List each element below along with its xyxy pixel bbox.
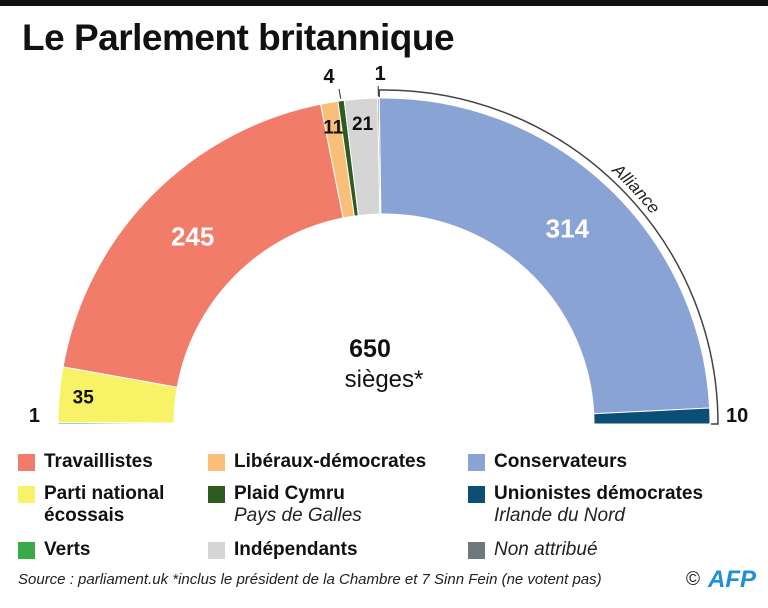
source-note: Source : parliament.uk *inclus le présid… [18, 571, 602, 588]
legend-swatch [208, 454, 225, 471]
legend-item-dup: Unionistes démocrates Irlande du Nord [468, 483, 703, 527]
legend-label: Unionistes démocrates [494, 483, 704, 504]
slice-label-verts: 1 [29, 405, 40, 427]
slice-label-independants: 21 [352, 114, 374, 135]
legend-item-unassigned: Non attribué [468, 539, 598, 561]
slice-label-parti-national-ecossais: 35 [73, 388, 95, 409]
legend-swatch [468, 542, 485, 559]
legend-label: Conservateurs [494, 451, 628, 472]
slice-travaillistes [62, 103, 344, 388]
legend-item-independents: Indépendants [208, 539, 358, 561]
slice-label-conservateurs: 314 [546, 214, 590, 244]
leader-line [338, 88, 342, 99]
legend-item-libdem: Libéraux-démocrates [208, 451, 426, 473]
legend-item-greens: Verts [18, 539, 90, 561]
slice-unionistes-democrates [593, 407, 711, 425]
legend-item-conservative: Conservateurs [468, 451, 627, 473]
legend-label: Travaillistes [44, 451, 153, 472]
legend-sublabel: Pays de Galles [234, 505, 362, 526]
slices-group [57, 97, 711, 425]
legend-swatch [208, 542, 225, 559]
legend-swatch [208, 486, 225, 503]
chart-title: Le Parlement britannique [22, 17, 455, 58]
slice-label-travaillistes: 245 [171, 221, 214, 251]
legend-swatch [18, 486, 35, 503]
legend-swatch [18, 454, 35, 471]
legend-label: Verts [44, 539, 91, 560]
slice-conservateurs [378, 97, 711, 415]
legend-item-snp: Parti national écossais [18, 483, 196, 527]
slice-label-unionistes-democrates: 10 [726, 405, 748, 427]
legend-item-labour: Travaillistes [18, 451, 153, 473]
agency-credit: © AFP [686, 566, 756, 594]
legend-label: Non attribué [494, 539, 598, 560]
legend-sublabel: Irlande du Nord [494, 505, 625, 526]
top-rule [0, 0, 768, 6]
agency-logo: AFP [708, 566, 756, 593]
legend: Travaillistes Libéraux-démocrates Conser… [18, 447, 758, 563]
copyright-symbol: © [686, 569, 700, 590]
total-seats-value: 650 [349, 335, 391, 363]
slice-label-liberaux-democrates: 11 [323, 117, 344, 138]
labels-group: 1 35 245 11 4 21 1 314 10 [29, 63, 748, 427]
legend-swatch [468, 454, 485, 471]
legend-swatch [468, 486, 485, 503]
legend-swatch [18, 542, 35, 559]
legend-label: Libéraux-démocrates [234, 451, 427, 472]
slice-label-plaid-cymru: 4 [323, 66, 335, 88]
legend-label: Plaid Cymru [234, 483, 345, 504]
slice-label-non-attribue: 1 [375, 63, 386, 85]
legend-label: Indépendants [234, 539, 358, 560]
legend-item-plaid-cymru: Plaid Cymru Pays de Galles [208, 483, 362, 527]
legend-label: Parti national écossais [44, 483, 165, 526]
total-seats-label: sièges* [345, 366, 424, 393]
alliance-bracket [378, 89, 719, 425]
